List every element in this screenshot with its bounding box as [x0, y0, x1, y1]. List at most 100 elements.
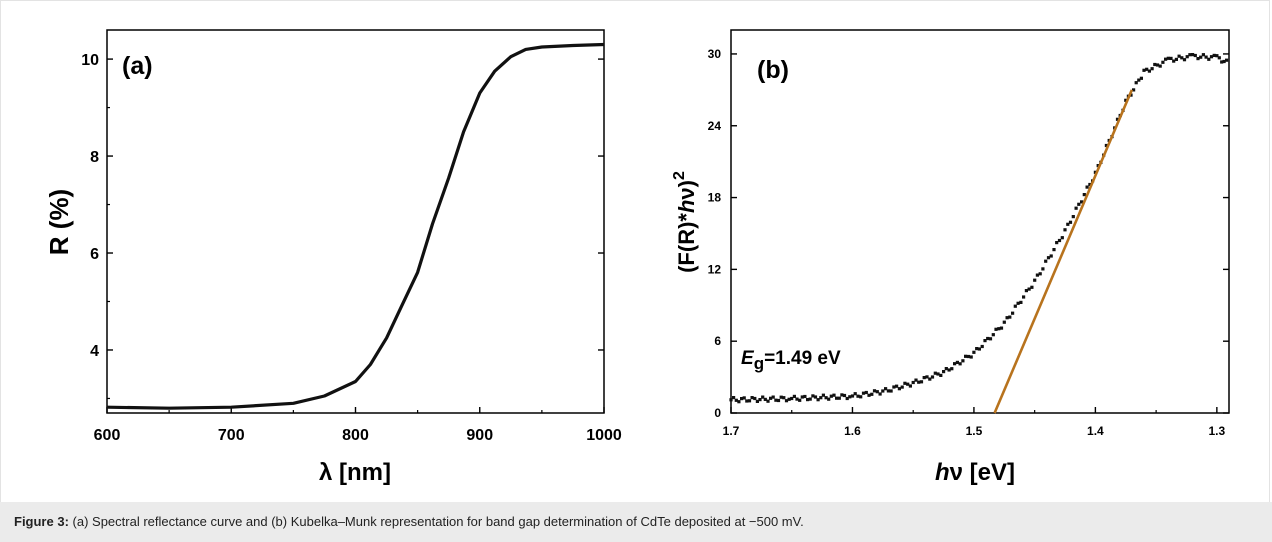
data-point: [867, 394, 870, 397]
y-tick-label-b: 6: [714, 334, 721, 348]
data-point: [912, 381, 915, 384]
data-point: [803, 395, 806, 398]
x-tick-label-b: 1.5: [966, 424, 983, 438]
y-tick-label-b: 18: [708, 191, 722, 205]
data-point: [939, 374, 942, 377]
data-point: [981, 345, 984, 348]
y-tick-label-b: 0: [714, 406, 721, 420]
data-point: [1077, 203, 1080, 206]
y-axis-label-b: (F(R)*hν)2: [671, 171, 699, 273]
data-point: [1022, 295, 1025, 298]
data-point: [931, 375, 934, 378]
x-axis-label-a: λ [nm]: [319, 459, 391, 486]
data-point: [873, 389, 876, 392]
data-point: [901, 386, 904, 389]
y-label-exp: 2: [671, 171, 688, 180]
data-point: [1069, 221, 1072, 224]
annotation-value: =1.49 eV: [764, 348, 841, 369]
data-point: [1194, 54, 1197, 57]
data-point: [1072, 215, 1075, 218]
data-point: [862, 392, 865, 395]
data-point: [881, 389, 884, 392]
x-label-h: h: [935, 459, 950, 486]
y-tick-label-a: 6: [90, 246, 99, 263]
data-point: [1033, 279, 1036, 282]
data-point: [870, 393, 873, 396]
data-point: [992, 333, 995, 336]
data-point: [972, 351, 975, 354]
data-point: [994, 328, 997, 331]
data-point: [942, 370, 945, 373]
x-tick-label-b: 1.3: [1209, 424, 1226, 438]
data-point: [859, 395, 862, 398]
y-axis-label-a: R (%): [44, 189, 74, 255]
data-point: [890, 389, 893, 392]
data-point: [884, 387, 887, 390]
y-tick-label-b: 12: [708, 262, 722, 276]
y-label-nu: ν): [674, 180, 699, 200]
panel-label-b: (b): [757, 56, 789, 84]
data-point: [1175, 58, 1178, 61]
data-point: [950, 367, 953, 370]
data-point: [1159, 65, 1162, 68]
data-point: [1041, 267, 1044, 270]
data-point: [879, 392, 882, 395]
data-point: [753, 397, 756, 400]
figure-caption: Figure 3: (a) Spectral reflectance curve…: [0, 502, 1272, 542]
data-point: [1052, 248, 1055, 251]
tick-group-a: 600 700 800 900 100046810: [81, 52, 622, 444]
data-point: [1003, 321, 1006, 324]
data-point: [748, 399, 751, 402]
y-label-h: h: [674, 200, 699, 213]
data-point: [827, 398, 830, 401]
data-point: [1028, 288, 1031, 291]
chart-panel-a: 600 700 800 900 1000 4 6 8 10 (a) λ [nm] R (%): [44, 30, 622, 486]
data-point: [989, 337, 992, 340]
data-point: [782, 396, 785, 399]
x-tick-label-a: 900: [466, 427, 493, 444]
data-point: [964, 355, 967, 358]
data-point: [1086, 186, 1089, 189]
caption-label: Figure 3:: [14, 514, 69, 529]
data-point: [1075, 207, 1078, 210]
data-point: [936, 372, 939, 375]
y-tick-label-a: 10: [81, 52, 99, 69]
data-point: [967, 355, 970, 358]
data-point: [1014, 305, 1017, 308]
x-tick-label-b: 1.7: [723, 424, 740, 438]
data-point: [1151, 67, 1154, 70]
data-point: [1063, 228, 1066, 231]
data-point: [920, 380, 923, 383]
data-point: [1000, 327, 1003, 330]
data-point: [1055, 241, 1058, 244]
data-point: [809, 398, 812, 401]
x-tick-label-b: 1.4: [1087, 424, 1104, 438]
data-point: [1039, 272, 1042, 275]
x-tick-label-a: 800: [342, 427, 369, 444]
data-point: [959, 362, 962, 365]
y-tick-label-a: 4: [90, 343, 99, 360]
annotation-sub-g: g: [754, 354, 764, 373]
data-point: [1058, 239, 1061, 242]
data-point: [1083, 193, 1086, 196]
data-point: [945, 367, 948, 370]
data-point: [909, 384, 912, 387]
x-tick-label-b: 1.6: [844, 424, 861, 438]
data-point: [978, 347, 981, 350]
data-point: [777, 399, 780, 402]
data-point: [895, 385, 898, 388]
y-tick-label-b: 24: [708, 119, 722, 133]
data-point: [1061, 236, 1064, 239]
data-point: [737, 400, 740, 403]
data-point: [1140, 77, 1143, 80]
data-point: [876, 390, 879, 393]
data-point: [772, 396, 775, 399]
data-point: [953, 362, 956, 365]
x-tick-label-a: 700: [218, 427, 245, 444]
y-tick-label-a: 8: [90, 149, 99, 166]
data-point: [1008, 316, 1011, 319]
data-point: [838, 397, 841, 400]
y-tick-label-b: 30: [708, 47, 722, 61]
data-point: [1019, 301, 1022, 304]
data-point: [1030, 286, 1033, 289]
